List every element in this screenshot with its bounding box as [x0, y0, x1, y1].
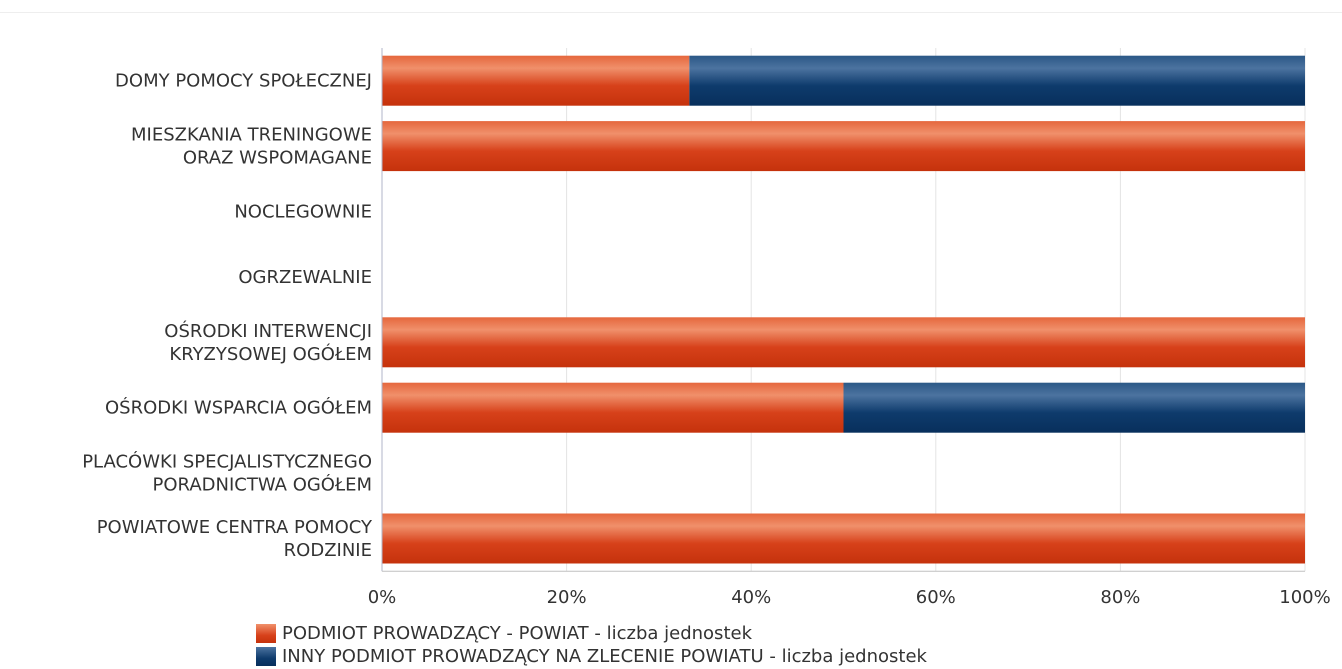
category-label: OGRZEWALNIE	[238, 267, 372, 288]
x-tick-labels: 0% 20% 40% 60% 80% 100%	[368, 587, 1331, 608]
bar-segment-powiat[interactable]	[382, 513, 1305, 564]
category-label: POWIATOWE CENTRA POMOCY RODZINIE	[97, 517, 373, 561]
category-label-line: ORAZ WSPOMAGANE	[183, 148, 372, 169]
bar-segment-inny-podmiot[interactable]	[843, 382, 1306, 433]
legend: PODMIOT PROWADZĄCY - POWIAT - liczba jed…	[256, 622, 927, 668]
category-label: OŚRODKI INTERWENCJI KRYZYSOWEJ OGÓŁEM	[164, 320, 372, 365]
bars	[382, 55, 1306, 564]
x-tick-label: 0%	[368, 587, 397, 608]
bar-segment-inny-podmiot[interactable]	[689, 55, 1305, 106]
category-labels: DOMY POMOCY SPOŁECZNEJ MIESZKANIA TRENING…	[82, 71, 373, 561]
category-label: NOCLEGOWNIE	[234, 202, 372, 223]
category-label-line: OŚRODKI INTERWENCJI	[164, 320, 372, 342]
bar-segment-powiat[interactable]	[382, 121, 1305, 172]
category-label-line: POWIATOWE CENTRA POMOCY	[97, 517, 373, 538]
axes	[381, 48, 1305, 572]
x-tick-label: 20%	[547, 587, 587, 608]
category-label: OŚRODKI WSPARCIA OGÓŁEM	[105, 397, 372, 419]
category-label-line: PORADNICTWA OGÓŁEM	[153, 474, 372, 496]
x-tick-label: 80%	[1100, 587, 1140, 608]
category-label-line: OGRZEWALNIE	[238, 267, 372, 288]
category-label: PLACÓWKI SPECJALISTYCZNEGO PORADNICTWA OG…	[82, 451, 372, 496]
legend-label-inny-podmiot: INNY PODMIOT PROWADZĄCY NA ZLECENIE POWI…	[282, 646, 927, 667]
category-label: MIESZKANIA TRENINGOWE ORAZ WSPOMAGANE	[131, 125, 372, 169]
category-label: DOMY POMOCY SPOŁECZNEJ	[115, 71, 372, 92]
legend-item-powiat[interactable]: PODMIOT PROWADZĄCY - POWIAT - liczba jed…	[256, 622, 927, 645]
category-label-line: NOCLEGOWNIE	[234, 202, 372, 223]
category-label-line: MIESZKANIA TRENINGOWE	[131, 125, 372, 146]
category-label-line: KRYZYSOWEJ OGÓŁEM	[169, 343, 372, 365]
x-tick-label: 100%	[1279, 587, 1330, 608]
category-label-line: DOMY POMOCY SPOŁECZNEJ	[115, 71, 372, 92]
legend-label-powiat: PODMIOT PROWADZĄCY - POWIAT - liczba jed…	[282, 623, 752, 644]
bar-segment-powiat[interactable]	[382, 317, 1305, 368]
x-tick-label: 40%	[731, 587, 771, 608]
legend-item-inny-podmiot[interactable]: INNY PODMIOT PROWADZĄCY NA ZLECENIE POWI…	[256, 645, 927, 668]
x-tick-label: 60%	[916, 587, 956, 608]
bar-segment-powiat[interactable]	[382, 382, 844, 433]
category-label-line: OŚRODKI WSPARCIA OGÓŁEM	[105, 397, 372, 419]
category-label-line: PLACÓWKI SPECJALISTYCZNEGO	[82, 451, 372, 473]
top-strip	[0, 0, 1342, 13]
category-label-line: RODZINIE	[284, 540, 372, 561]
legend-swatch-inny-podmiot	[256, 647, 276, 666]
bar-segment-powiat[interactable]	[382, 55, 690, 106]
legend-swatch-powiat	[256, 624, 276, 643]
